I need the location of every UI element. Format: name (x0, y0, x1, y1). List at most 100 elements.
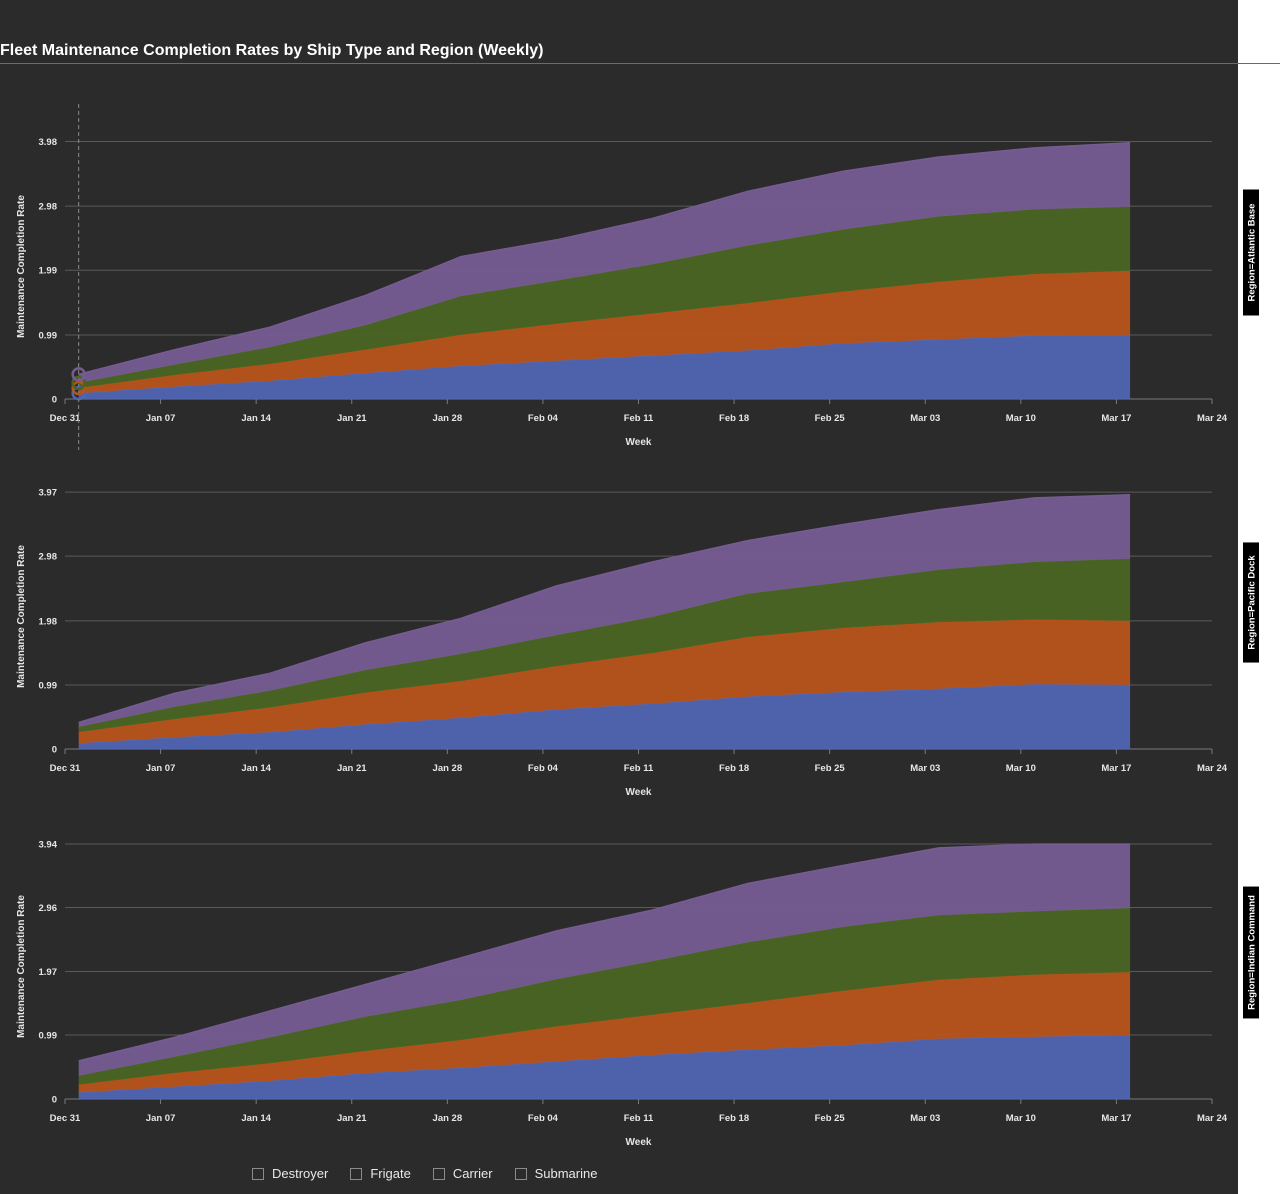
x-tick-label: Mar 10 (1006, 413, 1036, 424)
legend-item-destroyer[interactable]: Destroyer (252, 1166, 328, 1181)
y-tick-label: 2.96 (39, 903, 58, 914)
facet-label-bg (1243, 189, 1259, 316)
line-submarine (78, 142, 1131, 376)
x-tick-label: Mar 24 (1197, 413, 1228, 424)
hover-marker-frigate (71, 380, 86, 396)
legend-label-submarine: Submarine (534, 1166, 598, 1181)
x-tick-label: Jan 21 (337, 413, 367, 424)
area-carrier (78, 206, 1131, 388)
title-divider (0, 63, 1280, 64)
x-tick-label: Jan 14 (241, 413, 271, 424)
x-tick-label: Feb 18 (719, 1113, 749, 1124)
x-tick-label: Dec 31 (50, 763, 81, 774)
x-tick-label: Jan 21 (337, 763, 367, 774)
y-tick-label: 0 (52, 395, 57, 406)
y-tick-label: 3.94 (39, 840, 58, 851)
x-tick-label: Mar 10 (1006, 763, 1036, 774)
legend-item-carrier[interactable]: Carrier (432, 1166, 493, 1181)
x-tick-label: Dec 31 (50, 413, 81, 424)
x-tick-label: Mar 03 (910, 1113, 940, 1124)
x-tick-label: Feb 04 (528, 1113, 559, 1124)
x-tick-label: Mar 24 (1197, 1113, 1228, 1124)
facet-label-3: Region=Indian Command (1243, 886, 1259, 1019)
x-tick-label: Mar 03 (910, 763, 940, 774)
x-tick-label: Mar 10 (1006, 1113, 1036, 1124)
legend-label-destroyer: Destroyer (272, 1166, 329, 1181)
x-tick-label: Jan 28 (433, 763, 463, 774)
y-tick-label: 1.99 (39, 266, 58, 277)
x-tick-label: Feb 25 (815, 413, 846, 424)
legend-checkbox-destroyer[interactable] (252, 1167, 264, 1180)
facet-label-text: Region=Indian Command (1247, 895, 1258, 1010)
x-tick-label: Feb 11 (624, 413, 654, 424)
chart-title: Fleet Maintenance Completion Rates by Sh… (0, 42, 544, 59)
area-carrier (78, 558, 1131, 733)
hover-marker-carrier (71, 375, 86, 391)
y-tick-label: 3.98 (39, 137, 58, 148)
x-tick-label: Feb 25 (815, 1113, 846, 1124)
area-frigate (78, 972, 1131, 1093)
y-tick-label: 0.99 (39, 1030, 58, 1041)
x-tick-label: Mar 17 (1101, 413, 1131, 424)
x-tick-label: Feb 04 (528, 763, 559, 774)
x-tick-label: Feb 11 (624, 763, 654, 774)
facet-label-text: Region=Atlantic Base (1247, 204, 1258, 302)
x-tick-label: Jan 07 (146, 1113, 176, 1124)
y-axis-title: Maintenance Completion Rate (16, 895, 27, 1038)
facet-label-text: Region=Pacific Dock (1247, 555, 1258, 650)
x-tick-label: Jan 14 (241, 1113, 271, 1124)
line-submarine (78, 493, 1131, 724)
y-tick-label: 0.99 (39, 680, 58, 691)
y-tick-label: 1.98 (39, 616, 58, 627)
x-axis-title: Week (626, 437, 652, 448)
area-submarine (78, 494, 1131, 727)
y-tick-label: 0 (52, 745, 57, 756)
x-tick-label: Feb 11 (624, 1113, 654, 1124)
x-tick-label: Jan 07 (146, 413, 176, 424)
x-tick-label: Jan 07 (146, 763, 176, 774)
hover-marker-destroyer (71, 385, 86, 401)
y-axis-title: Maintenance Completion Rate (16, 195, 27, 338)
area-destroyer (78, 684, 1131, 749)
line-submarine (78, 843, 1131, 1062)
y-tick-label: 2.98 (39, 202, 58, 213)
line-carrier (78, 558, 1131, 728)
legend-checkbox-frigate[interactable] (350, 1167, 363, 1180)
x-tick-label: Jan 21 (337, 1113, 367, 1124)
chart-canvas: 0 0.99 1.99 2.98 3.98 Dec 31 Jan 07 Jan 14 Jan 2… (16, 104, 1259, 1148)
facet-label-bg (1243, 542, 1259, 663)
area-carrier (78, 908, 1131, 1085)
y-tick-label: 2.98 (39, 552, 58, 563)
facet-label-1: Region=Atlantic Base (1243, 189, 1259, 316)
x-tick-label: Mar 17 (1101, 1113, 1131, 1124)
facet-label-bg (1243, 886, 1259, 1019)
x-tick-label: Jan 28 (433, 1113, 463, 1124)
legend: Destroyer Frigate Carrier Submarine (252, 1166, 597, 1181)
x-tick-label: Feb 25 (815, 763, 846, 774)
legend-label-frigate: Frigate (370, 1166, 411, 1181)
x-tick-label: Mar 03 (910, 413, 940, 424)
area-frigate (78, 619, 1131, 744)
panel-3: 0 0.99 1.97 2.96 3.94 Dec 31 Jan 07 Jan 14 Jan 2… (16, 840, 1228, 1148)
area-submarine (78, 844, 1131, 1076)
legend-checkbox-carrier[interactable] (432, 1167, 445, 1180)
legend-label-carrier: Carrier (452, 1166, 493, 1181)
x-tick-label: Mar 24 (1197, 763, 1228, 774)
panel-1: 0 0.99 1.99 2.98 3.98 Dec 31 Jan 07 Jan 14 Jan 2… (16, 104, 1228, 450)
y-axis-title: Maintenance Completion Rate (16, 545, 27, 688)
area-submarine (78, 142, 1131, 383)
y-tick-label: 3.97 (39, 488, 58, 499)
x-tick-label: Dec 31 (50, 1113, 81, 1124)
x-tick-label: Jan 28 (433, 413, 463, 424)
line-destroyer (78, 334, 1131, 394)
x-tick-label: Feb 18 (719, 413, 749, 424)
legend-item-submarine[interactable]: Submarine (514, 1166, 598, 1181)
legend-item-frigate[interactable]: Frigate (350, 1166, 411, 1181)
panel-2: 0 0.99 1.98 2.98 3.97 Dec 31 Jan 07 Jan 14 Jan 2… (16, 488, 1228, 798)
x-tick-label: Feb 18 (719, 763, 749, 774)
legend-checkbox-submarine[interactable] (514, 1167, 527, 1180)
y-tick-label: 0 (52, 1095, 57, 1106)
x-tick-label: Mar 17 (1101, 763, 1131, 774)
area-destroyer (78, 334, 1131, 399)
